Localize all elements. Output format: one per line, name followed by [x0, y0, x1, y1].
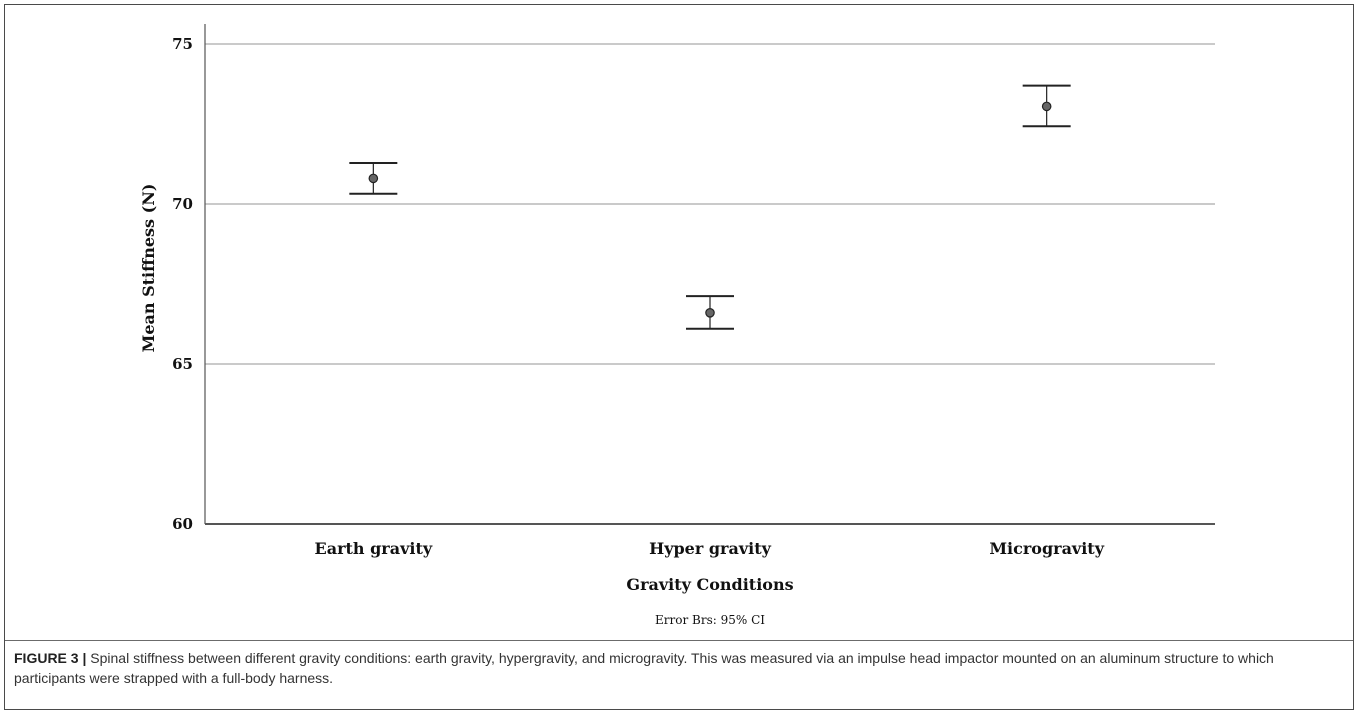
- error-bar-2: [1022, 84, 1071, 128]
- x-axis-title: Gravity Conditions: [626, 575, 793, 594]
- caption-text: Spinal stiffness between different gravi…: [14, 650, 1274, 686]
- y-tick-labels: 60 65 70 75: [172, 35, 193, 533]
- mean-point: [368, 173, 379, 184]
- error-bar-note: Error Brs: 95% CI: [655, 613, 765, 627]
- y-axis-title: Mean Stiffness (N): [139, 184, 158, 353]
- x-tick-label: Microgravity: [989, 539, 1104, 558]
- x-tick-labels: Earth gravity Hyper gravity Microgravity: [315, 539, 1105, 558]
- y-tick-label: 70: [172, 195, 193, 213]
- figure-caption: FIGURE 3 | Spinal stiffness between diff…: [14, 648, 1334, 688]
- error-bars: [349, 84, 1071, 330]
- mean-point: [1041, 101, 1052, 112]
- error-bar-0: [349, 162, 398, 195]
- y-tick-label: 60: [172, 515, 193, 533]
- x-tick-label: Hyper gravity: [649, 539, 772, 558]
- caption-divider: [5, 640, 1353, 641]
- mean-point: [705, 307, 715, 318]
- gridlines: [205, 43, 1215, 365]
- caption-label: FIGURE 3 |: [14, 650, 87, 666]
- y-tick-label: 75: [172, 35, 193, 53]
- x-tick-label: Earth gravity: [315, 539, 433, 558]
- error-bar-1: [686, 295, 734, 330]
- figure-frame: [4, 4, 1354, 710]
- y-tick-label: 65: [172, 355, 193, 373]
- error-bar-chart: 60 65 70 75 Earth gravity Hyper gravity Micro…: [139, 24, 1215, 627]
